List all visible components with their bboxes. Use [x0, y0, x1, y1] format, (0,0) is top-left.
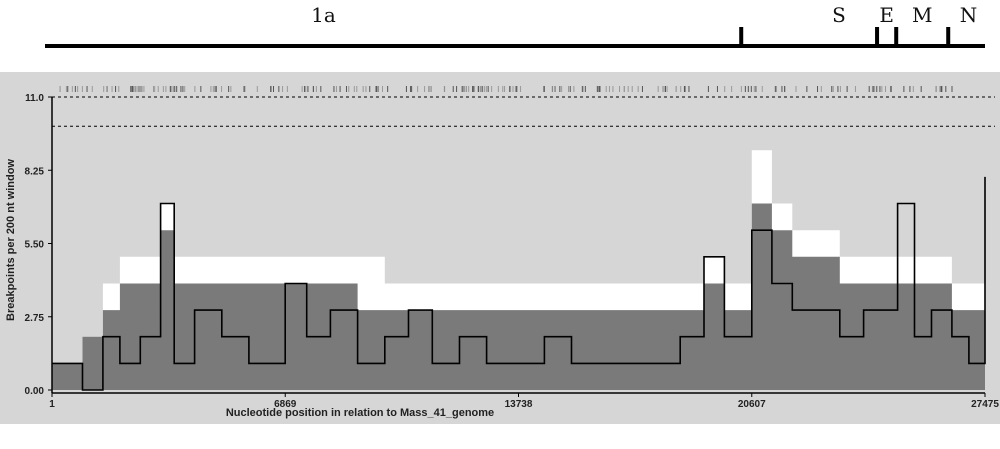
y-tick-label: 8.25 — [25, 166, 45, 177]
x-tick-label: 20607 — [738, 399, 766, 410]
observed-breakpoints-line — [52, 176, 986, 391]
gene-boundary-3 — [946, 27, 951, 45]
x-tick-label: 6869 — [274, 399, 297, 410]
y-tick-label: 0.00 — [25, 386, 45, 397]
gene-boundary-1 — [875, 27, 880, 45]
x-tick-label: 13738 — [505, 399, 533, 410]
y-tick-label: 5.50 — [25, 240, 45, 251]
band-layer — [52, 150, 986, 391]
axis-layer: 0.00 2.75 5.50 8.25 11.0 1 6869 13738 20607 27475 — [25, 93, 1000, 410]
gene-label-e: E — [879, 3, 894, 27]
y-axis-title: Breakpoints per 200 nt window — [5, 159, 17, 321]
gene-boundary-0 — [739, 27, 744, 45]
x-axis-title: Nucleotide position in relation to Mass_… — [226, 407, 494, 419]
gene-label-1a: 1a — [311, 3, 336, 27]
breakpoint-rug — [59, 86, 953, 92]
x-tick-label: 1 — [49, 399, 55, 410]
genome-layer: 1a S E M N — [45, 3, 985, 48]
gene-label-n: N — [960, 3, 978, 27]
gene-label-s: S — [832, 3, 846, 27]
gene-boundary-2 — [894, 27, 899, 45]
gene-label-m: M — [912, 3, 932, 27]
y-tick-label: 2.75 — [25, 313, 45, 324]
y-tick-label: 11.0 — [25, 93, 44, 104]
threshold-layer — [52, 96, 995, 127]
x-tick-label: 27475 — [971, 399, 999, 410]
